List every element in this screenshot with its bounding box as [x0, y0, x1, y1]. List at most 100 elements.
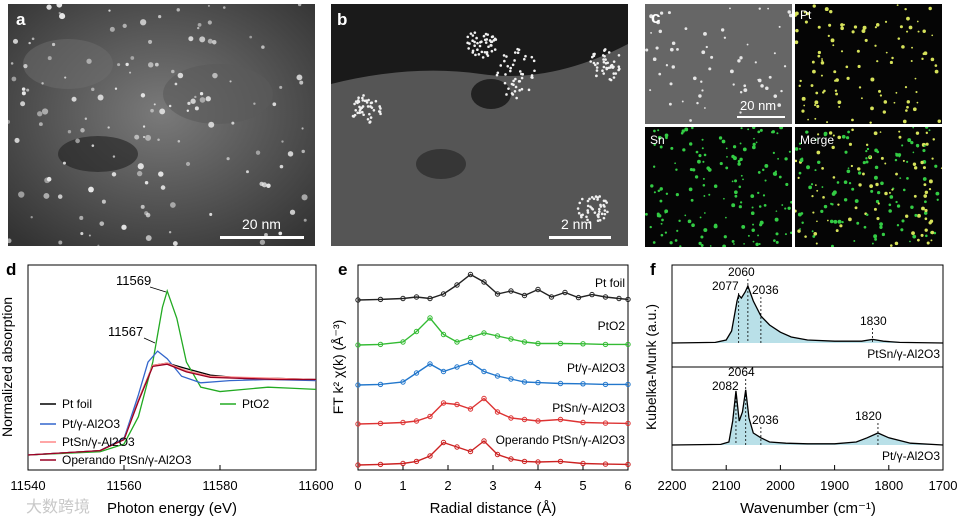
map-pixel	[689, 119, 692, 122]
data-point	[400, 295, 406, 302]
nanoparticle	[194, 95, 197, 99]
map-pixel	[699, 216, 702, 219]
peak-label: 2077	[712, 279, 739, 293]
nanoparticle	[80, 232, 84, 236]
map-pixel	[914, 213, 918, 217]
map-pixel	[725, 147, 728, 150]
map-pixel	[669, 82, 673, 86]
map-pixel	[821, 58, 823, 60]
data-point	[377, 381, 384, 388]
map-pixel	[653, 191, 656, 194]
map-pixel	[645, 48, 649, 52]
map-pixel	[835, 92, 838, 96]
map-pixel	[733, 243, 735, 245]
legend-label: PtO2	[242, 397, 270, 411]
map-pixel	[823, 131, 828, 136]
map-pixel	[823, 204, 828, 209]
map-pixel	[922, 29, 926, 34]
map-pixel	[851, 30, 855, 34]
data-point	[440, 439, 447, 446]
nanoparticle	[11, 76, 17, 82]
map-pixel	[843, 180, 848, 185]
map-pixel	[854, 206, 858, 210]
map-pixel	[931, 34, 934, 37]
map-pixel	[674, 239, 678, 242]
nanoparticle	[172, 241, 178, 246]
map-pixel	[741, 224, 746, 229]
data-point	[400, 460, 406, 467]
series-line	[357, 316, 628, 346]
panel-c-label: c	[651, 8, 661, 27]
peak-label: 1830	[860, 314, 887, 328]
data-point	[535, 459, 541, 465]
nanoparticle	[37, 111, 43, 117]
map-pixel	[824, 7, 829, 12]
map-pixel	[657, 135, 662, 140]
nanoparticle	[64, 76, 67, 79]
map-pixel	[863, 225, 867, 229]
map-pixel	[655, 46, 659, 50]
data-point	[580, 381, 586, 387]
nanoparticle	[18, 191, 25, 198]
map-pixel	[811, 194, 814, 198]
map-pixel	[853, 25, 858, 29]
map-pixel	[754, 61, 757, 64]
nanoparticle	[177, 139, 181, 143]
chart-f: Kubelka-Munk (a.u.) Wavenumber (cm⁻¹) 22…	[643, 264, 957, 517]
map-pixel	[879, 222, 883, 227]
map-pixel	[785, 182, 789, 187]
map-pixel	[828, 131, 833, 135]
map-pixel	[893, 101, 896, 104]
map-pixel	[874, 237, 877, 241]
map-pixel	[880, 181, 884, 186]
data-point	[454, 364, 460, 370]
map-pixel	[750, 211, 755, 216]
x-tick-label: 1800	[874, 478, 903, 493]
map-pixel	[904, 7, 907, 11]
map-pixel	[822, 196, 825, 199]
map-pixel	[840, 26, 844, 31]
data-point	[427, 295, 433, 302]
map-pixel	[679, 245, 682, 247]
nanoparticle	[158, 14, 162, 19]
nanoparticle	[20, 101, 26, 107]
pt-cluster	[589, 48, 621, 82]
map-pixel	[815, 242, 818, 245]
map-pixel	[695, 150, 699, 154]
nanoparticle	[59, 13, 66, 20]
nanoparticle	[197, 26, 200, 30]
map-pixel	[862, 160, 866, 165]
map-pixel	[669, 241, 673, 245]
data-point	[400, 339, 406, 345]
map-pixel	[830, 202, 833, 205]
nanoparticle	[8, 238, 12, 244]
map-pixel	[862, 172, 865, 176]
map-pixel	[806, 165, 810, 170]
map-pixel	[922, 148, 926, 153]
map-pixel	[837, 100, 842, 105]
map-pixel	[658, 29, 663, 34]
map-pixel	[874, 165, 879, 170]
map-pixel	[689, 142, 693, 146]
map-pixel	[898, 135, 902, 139]
map-pixel	[687, 219, 692, 224]
map-pixel	[891, 188, 894, 191]
map-pixel	[659, 187, 663, 191]
map-pixel	[865, 143, 869, 147]
map-pixel	[901, 219, 905, 223]
data-point	[454, 282, 460, 288]
map-pixel	[881, 232, 886, 237]
map-pixel	[865, 150, 868, 153]
panel-c-pt-map: Pt	[795, 4, 942, 124]
map-pixel	[659, 199, 663, 203]
x-tick-label: 1900	[820, 478, 849, 493]
map-pixel	[902, 188, 906, 192]
map-pixel	[674, 162, 676, 165]
map-pixel	[924, 217, 928, 221]
map-pixel	[664, 231, 668, 234]
sn-map-label: Sn	[650, 133, 665, 147]
map-pixel	[905, 214, 909, 218]
map-pixel	[737, 59, 741, 63]
map-pixel	[920, 233, 924, 237]
map-pixel	[681, 129, 685, 133]
